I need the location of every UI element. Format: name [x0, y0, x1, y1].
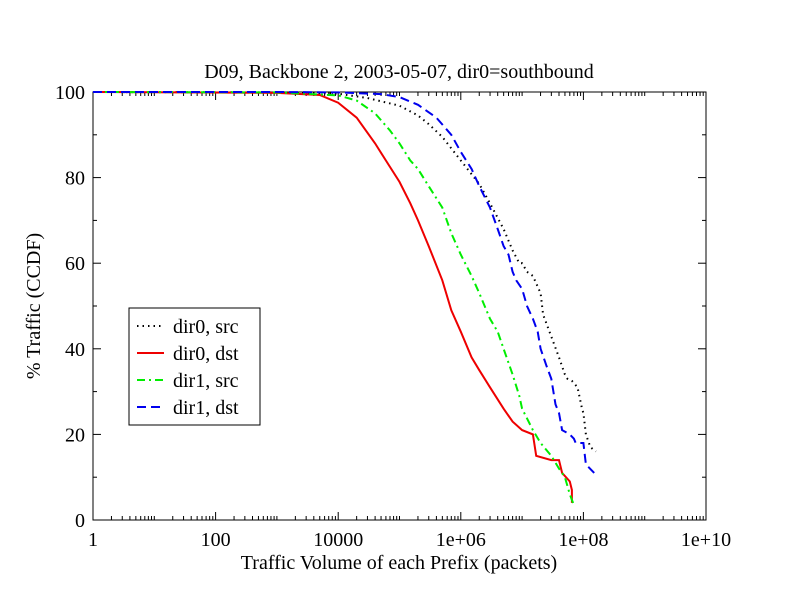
- legend-box: [128, 307, 261, 426]
- x-axis-title: Traffic Volume of each Prefix (packets): [241, 552, 557, 574]
- x-tick-label: 1e+10: [681, 529, 731, 551]
- legend: dir0, src dir0, dst dir1, src dir1, dst: [128, 307, 261, 426]
- series-line-3: [92, 91, 575, 506]
- y-tick-label: 80: [65, 168, 85, 190]
- y-tick-label: 60: [65, 253, 85, 275]
- y-axis-title: % Traffic (CCDF): [23, 233, 45, 379]
- y-axis-ticks: 0 20 40 60 80 100: [55, 82, 706, 532]
- x-tick-label: 1: [88, 529, 98, 551]
- series-line-2: [92, 91, 573, 503]
- y-tick-label: 100: [55, 82, 85, 104]
- y-tick-label: 20: [65, 424, 85, 446]
- y-tick-label: 0: [75, 510, 85, 532]
- legend-label: dir1, src: [173, 370, 239, 392]
- x-tick-label: 100: [201, 529, 231, 551]
- legend-label: dir1, dst: [173, 397, 239, 419]
- legend-label: dir0, src: [173, 316, 239, 338]
- y-tick-label: 40: [65, 339, 85, 361]
- series-layer: [92, 91, 597, 506]
- x-tick-label: 1e+08: [558, 529, 608, 551]
- chart-title: D09, Backbone 2, 2003-05-07, dir0=southb…: [204, 61, 594, 83]
- x-axis-ticks: 1 100 10000 1e+06 1e+08 1e+10: [88, 92, 731, 551]
- x-tick-label: 1e+06: [436, 529, 486, 551]
- legend-label: dir0, dst: [173, 343, 239, 365]
- x-tick-label: 10000: [313, 529, 363, 551]
- series-line-4: [93, 91, 595, 474]
- series-line-1: [92, 91, 597, 453]
